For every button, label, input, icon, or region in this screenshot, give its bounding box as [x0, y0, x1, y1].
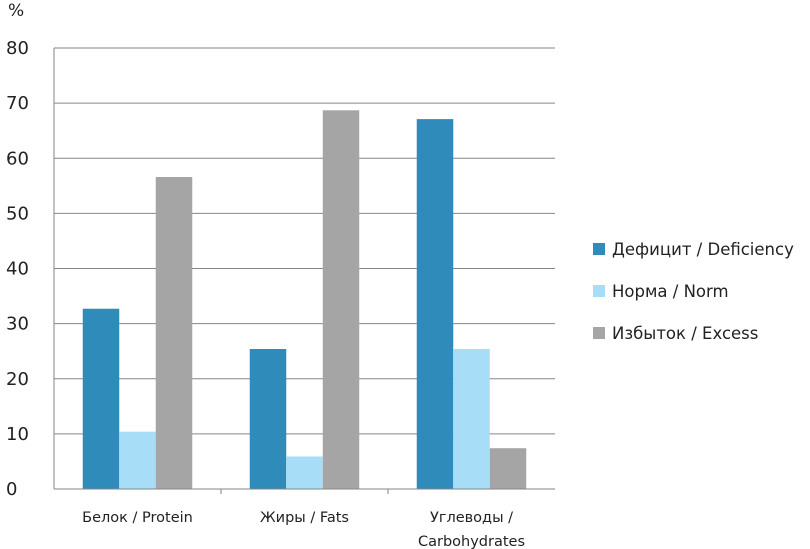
- legend-item: Дефицит / Deficiency: [593, 238, 794, 260]
- y-tick-label: 50: [6, 203, 29, 224]
- bar-excess: [489, 448, 527, 489]
- bar-norm: [453, 348, 490, 489]
- y-tick-label: 10: [6, 424, 29, 445]
- bar-norm: [286, 456, 323, 489]
- legend-label: Дефицит / Deficiency: [612, 239, 794, 259]
- legend-swatch: [593, 327, 605, 339]
- bar-deficiency: [416, 119, 454, 489]
- legend-label: Избыток / Excess: [612, 323, 759, 343]
- legend-swatch: [593, 285, 605, 297]
- bar-norm: [119, 431, 156, 489]
- bar-deficiency: [249, 348, 287, 489]
- y-tick-label: 60: [6, 148, 29, 169]
- y-tick-label: 80: [6, 38, 29, 59]
- x-category-labels: Белок / Protein Жиры / Fats Углеводы / Carb…: [82, 510, 525, 549]
- gridlines: [54, 47, 555, 435]
- x-category-label: Carbohydrates: [418, 534, 525, 549]
- x-category-label: Белок / Protein: [82, 510, 193, 526]
- y-unit-label: %: [8, 1, 24, 21]
- legend: Дефицит / Deficiency Норма / Norm Избыток …: [593, 238, 794, 364]
- x-category-label: Жиры / Fats: [260, 510, 349, 526]
- legend-label: Норма / Norm: [612, 281, 729, 301]
- y-tick-label: 40: [6, 259, 29, 280]
- y-tick-label: 20: [6, 369, 29, 390]
- legend-item: Норма / Norm: [593, 280, 794, 302]
- legend-swatch: [593, 243, 605, 255]
- y-tick-labels: 0 10 20 30 40 50 60 70 80: [6, 38, 29, 500]
- bar-excess: [155, 176, 193, 489]
- bar-deficiency: [82, 308, 120, 489]
- y-tick-label: 30: [6, 314, 29, 335]
- x-category-label: Углеводы /: [430, 510, 513, 526]
- y-tick-label: 0: [6, 479, 17, 500]
- bar-excess: [322, 110, 360, 489]
- axes: [53, 48, 555, 494]
- legend-item: Избыток / Excess: [593, 322, 794, 344]
- y-tick-label: 70: [6, 93, 29, 114]
- bars: [82, 110, 527, 489]
